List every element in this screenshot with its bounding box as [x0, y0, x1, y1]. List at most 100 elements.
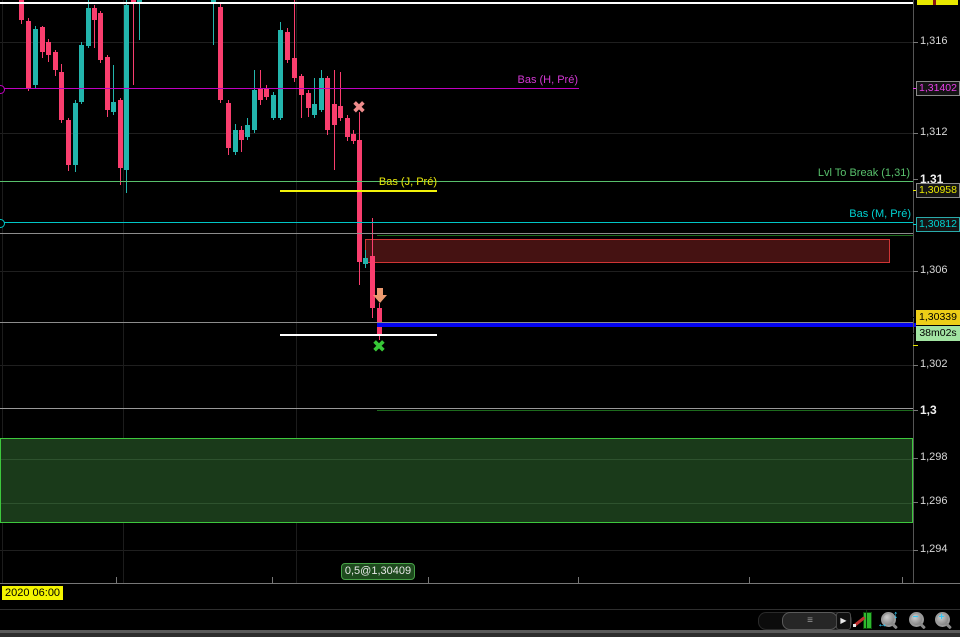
candlestick [33, 0, 38, 583]
candle-body [351, 134, 356, 141]
candle-body [79, 45, 84, 102]
v-gridline [123, 0, 124, 583]
candlestick [239, 0, 244, 583]
h-gridline [0, 133, 913, 134]
price-axis[interactable]: 1,316 1,312 1,31 1,306 1,302 1,3 1,298 1,296 1,2… [913, 0, 960, 583]
gray-line-2[interactable] [0, 322, 913, 323]
candle-wick [294, 0, 295, 82]
candle-body [252, 90, 257, 130]
white-segment[interactable] [280, 334, 437, 336]
price-tick [913, 271, 918, 272]
candle-body [278, 30, 283, 118]
darkgreen-line-2[interactable] [377, 410, 913, 411]
bas-j-line[interactable] [280, 190, 437, 192]
candle-wick [260, 70, 261, 105]
candle-wick [301, 74, 302, 118]
support-zone[interactable] [0, 438, 913, 523]
candle-body [258, 88, 263, 100]
h-gridline [0, 550, 913, 551]
candle-body [59, 72, 64, 120]
top-white-line[interactable] [0, 2, 913, 4]
gray-line-3[interactable] [0, 408, 913, 409]
candlestick [245, 0, 250, 583]
chart-plot-area[interactable]: Bas (H, Pré) Lvl To Break (1,31) Bas (J, P… [0, 0, 960, 583]
zoom-autoscale-icon[interactable]: ↕ ↔ [877, 609, 899, 630]
candle-body [53, 52, 58, 70]
price-tick-label: 1,302 [920, 358, 948, 370]
zoom-out-icon[interactable]: − [907, 611, 929, 631]
candle-body [377, 308, 382, 335]
time-axis[interactable]: 2020 06:00 040506081011 [0, 577, 960, 608]
price-tick [913, 133, 918, 134]
candle-body [19, 0, 24, 20]
candle-wick [94, 5, 95, 48]
working-order-label[interactable]: 0,5@1,30409 [341, 563, 415, 580]
last-price-dash [913, 317, 918, 318]
candle-wick [314, 78, 315, 118]
bas-h-price-dash [913, 88, 918, 89]
candle-body [357, 140, 362, 262]
candle-body [233, 130, 238, 152]
darkgreen-line-1[interactable] [377, 235, 913, 236]
chart-values-tool-icon[interactable] [853, 610, 875, 631]
candlestick [73, 0, 78, 583]
candlestick [131, 0, 136, 583]
candlestick [357, 0, 362, 583]
top-clipped-price-label [917, 0, 958, 5]
h-gridline [0, 42, 913, 43]
bottom-toolbar: ≡ ▶ ↕ ↔ − + [0, 609, 960, 631]
candlestick [40, 0, 45, 583]
price-tick-label: 1,312 [920, 126, 948, 138]
h-scrollbar-thumb[interactable]: ≡ [782, 612, 838, 630]
candlestick [370, 0, 375, 583]
candle-body [363, 258, 368, 264]
pink-x-marker: ✖ [351, 98, 367, 117]
down-arrow-marker-head [373, 295, 387, 303]
session-start-label: 2020 06:00 [2, 586, 64, 600]
candlestick [218, 0, 223, 583]
bas-m-line-label: Bas (M, Pré) [849, 208, 911, 220]
status-strip [0, 630, 960, 633]
candlestick [292, 0, 297, 583]
price-tick [913, 410, 918, 411]
candlestick [377, 0, 382, 583]
candlestick [345, 0, 350, 583]
bas-m-price-dash [913, 224, 918, 225]
price-tick [913, 42, 918, 43]
time-tick [749, 577, 750, 583]
candle-body [98, 13, 103, 60]
v-gridline [2, 0, 3, 583]
candle-wick [213, 0, 214, 45]
zoom-in-icon[interactable]: + [933, 611, 955, 631]
candlestick [271, 0, 276, 583]
bas-h-line[interactable] [0, 88, 579, 89]
candlestick [59, 0, 64, 583]
candlestick [306, 0, 311, 583]
entry-blue-line[interactable] [377, 323, 916, 327]
price-tick [913, 179, 918, 180]
resistance-zone[interactable] [365, 239, 890, 263]
last-price-label: 1,30339 [916, 310, 960, 325]
time-axis-border [0, 583, 960, 584]
candle-body [370, 256, 375, 308]
candle-body [105, 57, 110, 110]
candlestick [66, 0, 71, 583]
bar-countdown-dash [913, 333, 918, 334]
candle-body [306, 93, 311, 108]
candlestick [338, 0, 343, 583]
candlestick [79, 0, 84, 583]
bas-h-line-anchor[interactable] [0, 85, 5, 94]
time-tick [578, 577, 579, 583]
candle-body [40, 27, 45, 52]
lvl-break-line[interactable] [0, 181, 913, 182]
candle-body [73, 103, 78, 165]
candlestick [299, 0, 304, 583]
candlestick [319, 0, 324, 583]
candle-body [66, 120, 71, 165]
bas-m-line-anchor[interactable] [0, 219, 5, 228]
price-tick [913, 550, 918, 551]
scroll-right-button[interactable]: ▶ [836, 612, 851, 630]
bas-m-line[interactable] [0, 222, 913, 223]
gray-line-1[interactable] [0, 233, 913, 234]
